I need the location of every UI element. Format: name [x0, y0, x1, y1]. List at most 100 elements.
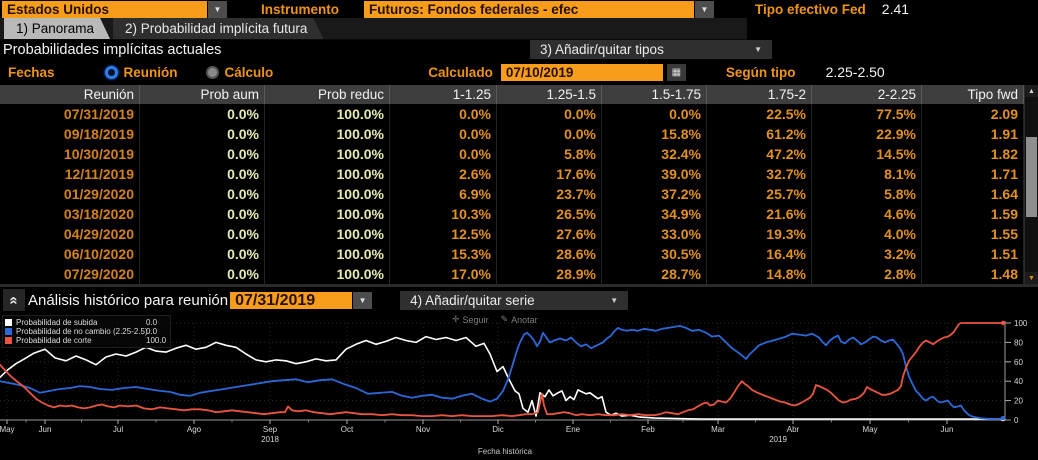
scroll-down-icon[interactable]: ▼ [1025, 272, 1038, 284]
table-cell: 32.7% [707, 164, 812, 184]
table-cell: 39.0% [602, 164, 707, 184]
chevron-down-icon[interactable]: ▼ [353, 291, 373, 309]
tab-panorama[interactable]: 1) Panorama [4, 18, 110, 39]
table-row[interactable]: 03/18/2020 0.0% 100.0% 10.3% 26.5% 34.9% 21.6%… [0, 204, 1024, 224]
table-row[interactable]: 04/29/2020 0.0% 100.0% 12.5% 27.6% 33.0% 19.3%… [0, 224, 1024, 244]
y-tick-label: 0 [1014, 416, 1019, 425]
x-tick-label: Mar [711, 425, 725, 434]
table-cell: 2.09 [922, 104, 1024, 124]
table-row[interactable]: 07/29/2020 0.0% 100.0% 17.0% 28.9% 28.7% 14.8%… [0, 264, 1024, 284]
meeting-radio-label: Reunión [123, 64, 178, 80]
x-tick-label: May [862, 425, 877, 434]
add-remove-rates-label: 3) Añadir/quitar tipos [540, 42, 664, 57]
table-cell: 37.2% [602, 184, 707, 204]
table-scrollbar[interactable]: ▲ ▼ [1024, 85, 1038, 284]
table-cell: 4.6% [812, 204, 922, 224]
x-tick-label: Ene [566, 425, 581, 434]
table-header-cell: Prob aum [140, 85, 265, 104]
table-cell: 5.8% [497, 144, 602, 164]
y-tick-label: 100 [1014, 319, 1028, 328]
add-remove-series-label: 4) Añadir/quitar serie [410, 292, 535, 308]
table-cell: 2.8% [812, 264, 922, 284]
table-cell: 27.6% [497, 224, 602, 244]
tab-bar: 1) Panorama 2) Probabilidad implícita fu… [0, 18, 1038, 40]
legend-value: 0.0 [146, 317, 158, 327]
table-cell: 100.0% [265, 224, 390, 244]
table-cell: 100.0% [265, 204, 390, 224]
table-cell: 100.0% [265, 124, 390, 144]
calculated-date-input[interactable]: 07/10/2019 [500, 63, 663, 81]
series-line-2 [0, 322, 1004, 417]
table-cell: 10/30/2019 [0, 144, 140, 164]
dates-label: Fechas [8, 64, 55, 80]
table-cell: 6.9% [390, 184, 497, 204]
legend-swatch [5, 336, 12, 344]
table-cell: 100.0% [265, 184, 390, 204]
table-row[interactable]: 10/30/2019 0.0% 100.0% 0.0% 5.8% 32.4% 47.2% 14… [0, 144, 1024, 164]
table-cell: 12.5% [390, 224, 497, 244]
add-remove-rates-button[interactable]: 3) Añadir/quitar tipos ▼ [530, 40, 772, 59]
table-cell: 0.0% [140, 244, 265, 264]
chevron-down-icon[interactable]: ▼ [695, 0, 715, 18]
meeting-date-select[interactable]: 07/31/2019 [230, 291, 353, 309]
table-cell: 0.0% [390, 144, 497, 164]
legend-swatch [5, 318, 12, 326]
probabilities-table: Reunión Prob aum Prob reduc 1-1.25 1.25-1.5 1… [0, 85, 1038, 284]
table-header-row: Reunión Prob aum Prob reduc 1-1.25 1.25-1.5 1… [0, 85, 1024, 104]
annotate-button[interactable]: ✎ Anotar [500, 314, 538, 325]
y-tick-label: 40 [1014, 377, 1023, 386]
table-cell: 04/29/2020 [0, 224, 140, 244]
table-cell: 5.8% [812, 184, 922, 204]
table-cell: 1.64 [922, 184, 1024, 204]
table-cell: 100.0% [265, 264, 390, 284]
legend-value: 0.0 [146, 326, 158, 336]
history-chart[interactable]: Probabilidad de subida 0.0 Probabilidad de… [0, 313, 1038, 457]
table-cell: 28.6% [497, 244, 602, 264]
chevron-down-icon: ▼ [610, 295, 619, 305]
chart-plot-area[interactable]: 0 20 40 60 80 100 May Jun Jul Ago Sep Oct Nov Dic Ene F… [0, 313, 1038, 457]
table-cell: 0.0% [390, 124, 497, 144]
table-cell: 07/31/2019 [0, 104, 140, 124]
year-label: 2018 [261, 435, 279, 444]
chevron-down-icon: ▼ [754, 45, 762, 54]
table-cell: 10.3% [390, 204, 497, 224]
history-header: « Análisis histórico para reunión 07/31/… [0, 284, 1038, 313]
table-cell: 17.6% [497, 164, 602, 184]
instrument-select[interactable]: Futuros: Fondos federales - efec [364, 0, 695, 18]
table-cell: 0.0% [497, 124, 602, 144]
by-rate-label: Según tipo [725, 64, 796, 80]
scrollbar-thumb[interactable] [1026, 137, 1037, 217]
table-cell: 1.48 [922, 264, 1024, 284]
table-header-cell: 1.75-2 [707, 85, 812, 104]
meeting-radio[interactable] [104, 65, 118, 79]
calc-radio[interactable] [205, 65, 219, 79]
country-select[interactable]: Estados Unidos [2, 0, 207, 18]
table-row[interactable]: 06/10/2020 0.0% 100.0% 15.3% 28.6% 30.5% 16.4%… [0, 244, 1024, 264]
tab-probabilidad-implicita[interactable]: 2) Probabilidad implícita futura [113, 18, 323, 39]
controls-row: Fechas Reunión Cálculo Calculado 07/10/2… [0, 59, 1038, 85]
table-cell: 14.5% [812, 144, 922, 164]
legend-entry: Probabilidad de no cambio (2.25-2.5) 0.0 [5, 326, 166, 336]
table-cell: 0.0% [140, 124, 265, 144]
table-row[interactable]: 12/11/2019 0.0% 100.0% 2.6% 17.6% 39.0% 32.7% 8… [0, 164, 1024, 184]
add-remove-series-button[interactable]: 4) Añadir/quitar serie ▼ [400, 290, 629, 310]
table-cell: 17.0% [390, 264, 497, 284]
chevron-down-icon[interactable]: ▼ [208, 0, 227, 18]
x-tick-label: Jun [941, 425, 954, 434]
calculated-label: Calculado [428, 64, 493, 80]
table-cell: 3.2% [812, 244, 922, 264]
x-tick-label: Ago [187, 425, 202, 434]
calendar-icon[interactable]: ▦ [666, 63, 686, 81]
scroll-up-icon[interactable]: ▲ [1025, 85, 1038, 97]
table-cell: 0.0% [140, 224, 265, 244]
table-cell: 1.82 [922, 144, 1024, 164]
table-cell: 32.4% [602, 144, 707, 164]
table-row[interactable]: 01/29/2020 0.0% 100.0% 6.9% 23.7% 37.2% 25.7% 5… [0, 184, 1024, 204]
table-row[interactable]: 07/31/2019 0.0% 100.0% 0.0% 0.0% 0.0% 22.5% 77.… [0, 104, 1024, 124]
table-cell: 0.0% [140, 264, 265, 284]
collapse-panel-button[interactable]: « [3, 289, 25, 311]
table-row[interactable]: 09/18/2019 0.0% 100.0% 0.0% 0.0% 15.8% 61.2% 22… [0, 124, 1024, 144]
table-cell: 01/29/2020 [0, 184, 140, 204]
table-cell: 14.8% [707, 264, 812, 284]
track-button[interactable]: ✛ Seguir [452, 314, 489, 325]
